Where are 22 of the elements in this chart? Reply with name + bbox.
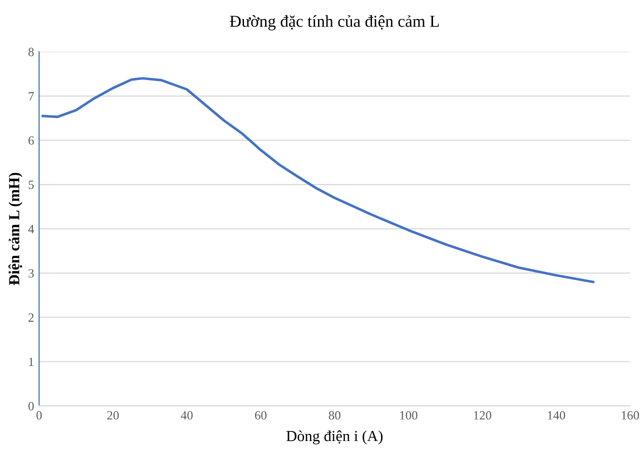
y-tick-label: 8 xyxy=(28,48,34,56)
y-tick-label: 1 xyxy=(29,358,34,366)
x-tick-label: 100 xyxy=(400,411,418,420)
chart-title: Đường đặc tính của điện cảm L xyxy=(230,15,439,30)
x-tick-label: 20 xyxy=(107,411,119,420)
y-tick-label: 4 xyxy=(28,224,34,234)
x-tick-label: 160 xyxy=(622,411,639,420)
x-axis-title: Dòng điện i (A) xyxy=(286,430,383,444)
y-tick-label: 5 xyxy=(28,180,34,190)
line-series xyxy=(42,77,594,284)
y-tick-label: 0 xyxy=(28,402,34,410)
x-tick-label: 0 xyxy=(36,411,42,420)
y-axis-title: Điện cảm L (mH) xyxy=(8,172,22,286)
x-tick-label: 80 xyxy=(328,411,340,420)
x-tick-label: 40 xyxy=(180,411,193,420)
y-tick-label: 3 xyxy=(28,269,34,278)
y-tick-label: 6 xyxy=(28,136,34,145)
y-tick-label: 2 xyxy=(28,313,34,322)
y-tick-label: 7 xyxy=(28,92,34,100)
x-tick-label: 140 xyxy=(548,411,566,420)
x-tick-label: 60 xyxy=(255,411,266,420)
x-tick-label: 120 xyxy=(474,411,492,420)
